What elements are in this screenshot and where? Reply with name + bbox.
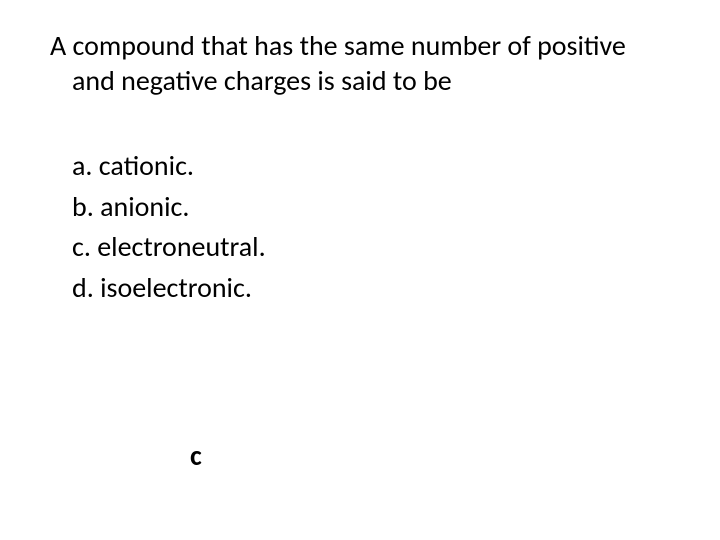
slide-container: A compound that has the same number of p… [0, 0, 720, 540]
option-a: a. cationic. [72, 146, 670, 187]
answer-letter: c [190, 438, 202, 473]
option-d: d. isoelectronic. [72, 268, 670, 309]
question-text: A compound that has the same number of p… [72, 28, 670, 98]
option-b: b. anionic. [72, 187, 670, 228]
options-list: a. cationic. b. anionic. c. electroneutr… [72, 146, 670, 308]
option-c: c. electroneutral. [72, 227, 670, 268]
